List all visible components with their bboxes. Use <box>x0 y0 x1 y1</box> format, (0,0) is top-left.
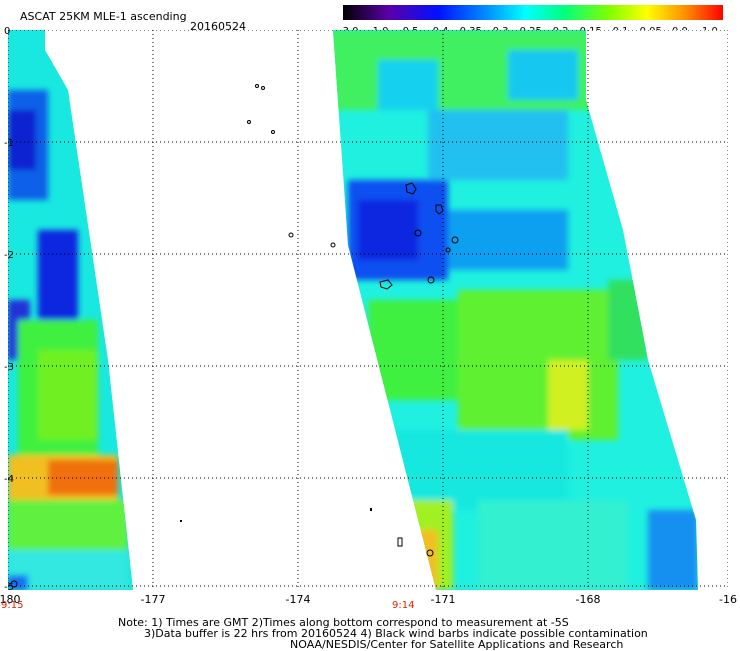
x-tick-label: -177 <box>140 593 166 606</box>
island <box>330 242 336 248</box>
island <box>405 182 417 195</box>
island-dot <box>180 520 182 522</box>
y-tick-label: -1 <box>4 138 14 149</box>
time-label-left: 9:15 <box>1 600 24 611</box>
island <box>261 86 265 90</box>
island <box>288 232 294 238</box>
island <box>247 120 251 124</box>
x-tick-label: -16 <box>719 593 737 606</box>
footer-note-2: 3)Data buffer is 22 hrs from 20160524 4)… <box>144 627 648 640</box>
x-tick-label: -168 <box>575 593 601 606</box>
colorbar <box>343 5 723 20</box>
island-outlines <box>10 84 459 588</box>
footer-credit: NOAA/NESDIS/Center for Satellite Applica… <box>290 638 624 651</box>
y-tick-label: -5 <box>4 582 14 593</box>
lat-lon-grid <box>8 30 728 590</box>
island <box>427 276 435 284</box>
footer-note-1: Note: 1) Times are GMT 2)Times along bot… <box>118 616 569 629</box>
y-tick-label: -2 <box>4 250 14 261</box>
product-title: ASCAT 25KM MLE-1 ascending <box>20 10 187 23</box>
x-tick-label: -180 <box>0 593 21 606</box>
island <box>379 279 393 290</box>
y-tick-label: 0 <box>4 26 11 37</box>
island <box>414 229 422 237</box>
island-dot <box>370 508 372 511</box>
island <box>426 549 434 557</box>
island <box>445 247 451 253</box>
x-tick-label: -174 <box>285 593 311 606</box>
island <box>271 130 275 134</box>
island <box>435 204 444 215</box>
island <box>397 537 403 547</box>
time-label-right: 9:14 <box>392 600 415 611</box>
y-tick-label: -3 <box>4 362 14 373</box>
island <box>451 236 459 244</box>
island <box>255 84 259 88</box>
scatterometer-map <box>8 30 728 590</box>
x-tick-label: -171 <box>430 593 456 606</box>
island <box>10 580 18 588</box>
colorbar-gradient <box>343 5 723 20</box>
y-tick-label: -4 <box>4 474 14 485</box>
